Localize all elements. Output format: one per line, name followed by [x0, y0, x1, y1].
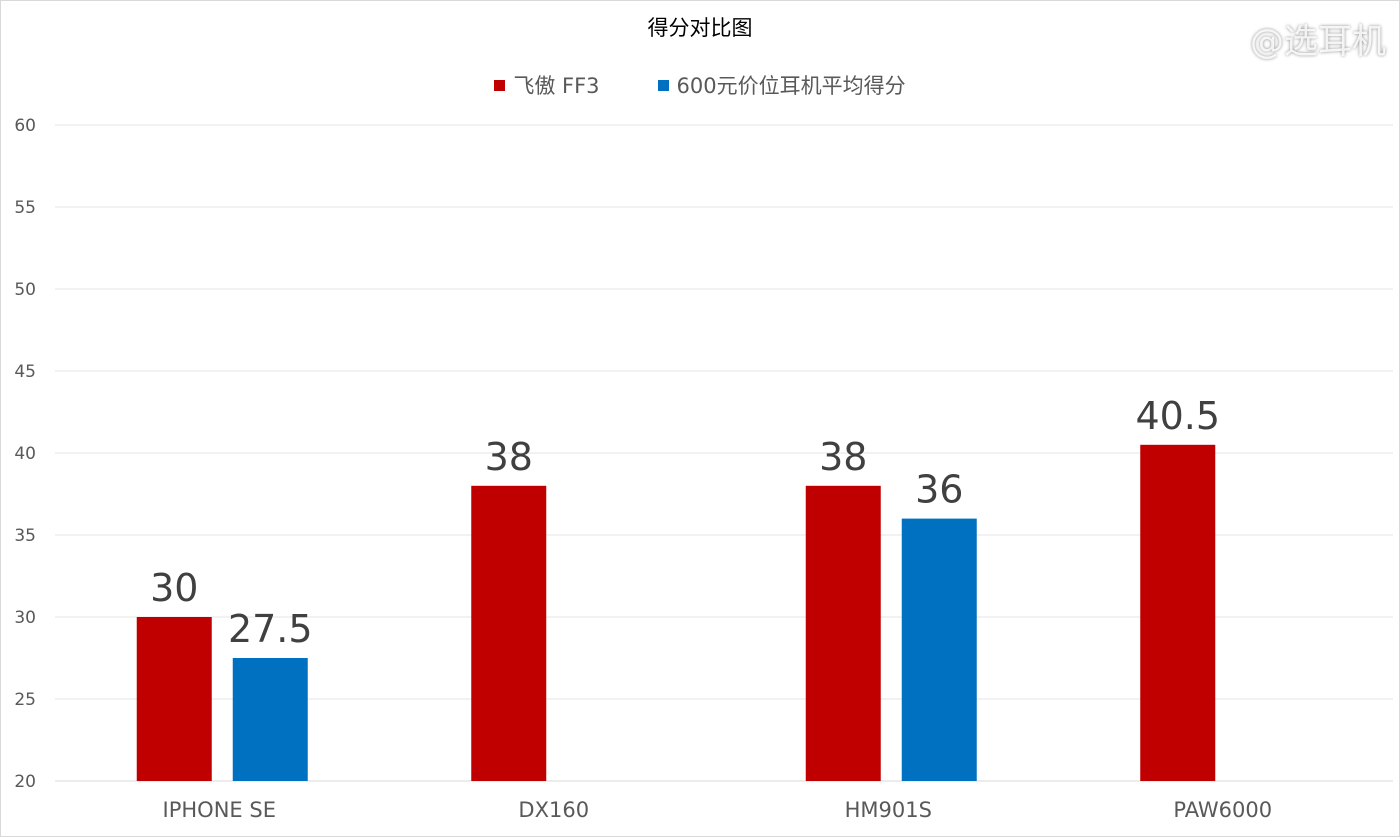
legend-label-average: 600元价位耳机平均得分 [676, 74, 906, 98]
bar-average [901, 518, 977, 781]
legend-item-ff3[interactable]: 飞傲 FF3 [494, 70, 600, 100]
legend-label-ff3: 飞傲 FF3 [513, 74, 600, 98]
y-tick-label: 60 [14, 116, 36, 136]
data-label: 30 [150, 566, 198, 610]
bar-ff3 [805, 485, 881, 781]
y-tick-label: 20 [14, 772, 36, 792]
y-tick-label: 50 [14, 280, 36, 300]
bar-ff3 [1140, 444, 1216, 781]
x-tick-label: HM901S [845, 798, 932, 822]
legend-item-average[interactable]: 600元价位耳机平均得分 [657, 70, 906, 100]
bar-ff3 [136, 617, 212, 781]
legend: 飞傲 FF3 600元价位耳机平均得分 [0, 70, 1400, 100]
legend-swatch-average [657, 79, 669, 91]
y-tick-label: 25 [14, 690, 36, 710]
x-tick-label: DX160 [518, 798, 589, 822]
watermark: @选耳机 [1250, 22, 1386, 62]
x-tick-label: PAW6000 [1173, 798, 1272, 822]
data-label: 38 [485, 435, 533, 479]
data-label: 40.5 [1135, 394, 1220, 438]
data-label: 38 [819, 435, 867, 479]
legend-swatch-ff3 [494, 79, 506, 91]
bar-ff3 [471, 485, 547, 781]
data-label: 27.5 [228, 607, 313, 651]
y-tick-label: 45 [14, 362, 36, 382]
y-tick-label: 40 [14, 444, 36, 464]
chart-title: 得分对比图 [647, 16, 753, 40]
y-tick-label: 35 [14, 526, 36, 546]
x-tick-label: IPHONE SE [163, 798, 276, 822]
bar-average [232, 658, 308, 781]
data-label: 36 [915, 468, 963, 512]
y-tick-label: 30 [14, 608, 36, 628]
y-tick-label: 55 [14, 198, 36, 218]
